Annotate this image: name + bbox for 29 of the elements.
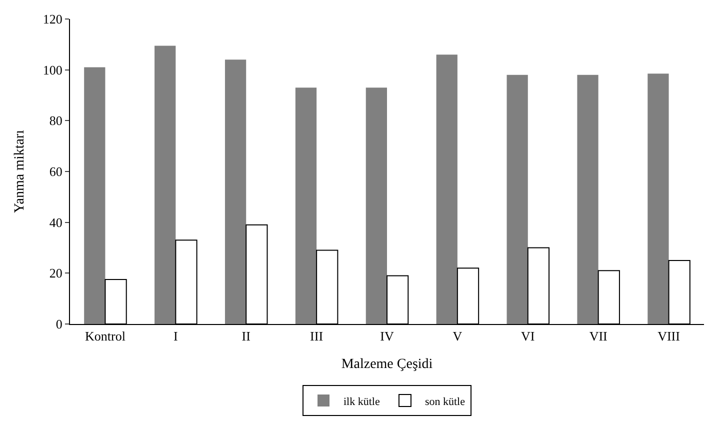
bar — [648, 74, 669, 324]
x-tick-label: II — [242, 328, 250, 344]
x-tick-label: IV — [380, 328, 394, 344]
x-tick-label: VI — [521, 328, 535, 344]
x-tick-label: III — [310, 328, 324, 344]
y-tick-label: 80 — [49, 113, 62, 128]
y-axis-title: Yanma miktarı — [12, 130, 28, 213]
y-tick-label: 120 — [42, 12, 62, 27]
bar — [84, 67, 106, 324]
bar — [295, 88, 317, 324]
bar — [224, 60, 246, 324]
legend-label: ilk kütle — [344, 396, 380, 408]
bar — [154, 46, 176, 324]
y-tick-label: 100 — [42, 62, 62, 78]
bar — [436, 54, 458, 324]
x-tick-label: VII — [589, 328, 608, 344]
x-axis-title: Malzeme Çeşidi — [341, 356, 433, 372]
x-tick-label: V — [452, 328, 463, 344]
x-tick-label: I — [174, 328, 178, 344]
x-tick-label: VIII — [658, 328, 680, 344]
y-tick-label: 60 — [49, 164, 62, 180]
y-tick-label: 20 — [49, 266, 62, 281]
bar — [366, 88, 387, 324]
x-tick-label: Kontrol — [84, 328, 126, 344]
bar — [506, 74, 528, 324]
legend-label: son kütle — [424, 396, 466, 408]
y-tick-label: 0 — [56, 316, 62, 332]
bar — [577, 74, 598, 324]
y-tick-label: 40 — [49, 214, 62, 230]
